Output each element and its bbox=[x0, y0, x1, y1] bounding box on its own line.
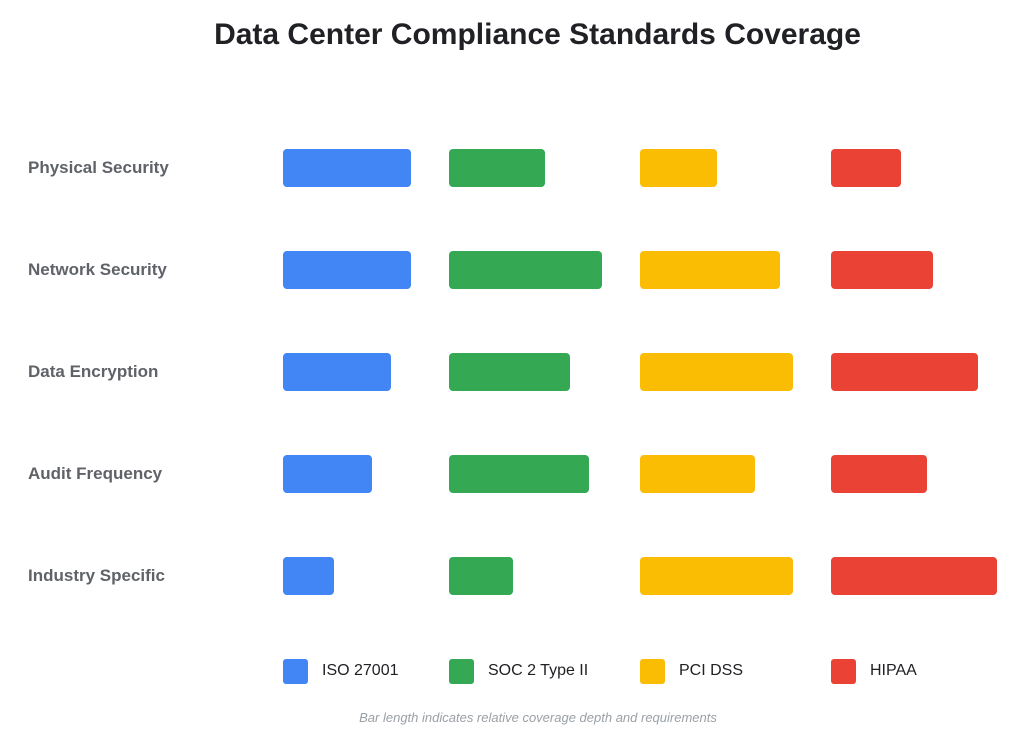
chart-footnote: Bar length indicates relative coverage d… bbox=[359, 710, 717, 725]
chart-title: Data Center Compliance Standards Coverag… bbox=[214, 18, 861, 51]
bar-iso-27001-audit-frequency bbox=[283, 455, 372, 493]
bar-soc-2-type-ii-industry-specific bbox=[449, 557, 513, 595]
legend-swatch bbox=[283, 659, 308, 684]
legend-swatch bbox=[831, 659, 856, 684]
legend-swatch bbox=[449, 659, 474, 684]
bar-hipaa-network-security bbox=[831, 251, 933, 289]
category-label: Physical Security bbox=[28, 158, 169, 177]
bar-hipaa-industry-specific bbox=[831, 557, 997, 595]
bar-pci-dss-network-security bbox=[640, 251, 780, 289]
bar-soc-2-type-ii-audit-frequency bbox=[449, 455, 589, 493]
bar-iso-27001-network-security bbox=[283, 251, 411, 289]
bar-hipaa-audit-frequency bbox=[831, 455, 927, 493]
bar-hipaa-physical-security bbox=[831, 149, 901, 187]
legend-label: PCI DSS bbox=[679, 662, 744, 679]
legend-label: HIPAA bbox=[870, 662, 917, 679]
category-label: Industry Specific bbox=[28, 566, 165, 585]
legend-label: ISO 27001 bbox=[322, 662, 399, 679]
category-label: Data Encryption bbox=[28, 362, 159, 381]
bar-iso-27001-industry-specific bbox=[283, 557, 334, 595]
bar-hipaa-data-encryption bbox=[831, 353, 978, 391]
bar-iso-27001-physical-security bbox=[283, 149, 411, 187]
bar-pci-dss-data-encryption bbox=[640, 353, 793, 391]
bar-pci-dss-audit-frequency bbox=[640, 455, 755, 493]
category-label: Audit Frequency bbox=[28, 464, 163, 483]
bar-pci-dss-physical-security bbox=[640, 149, 717, 187]
legend-label: SOC 2 Type II bbox=[488, 662, 589, 679]
category-label: Network Security bbox=[28, 260, 167, 279]
bar-soc-2-type-ii-physical-security bbox=[449, 149, 545, 187]
bar-iso-27001-data-encryption bbox=[283, 353, 391, 391]
bar-soc-2-type-ii-network-security bbox=[449, 251, 602, 289]
legend-swatch bbox=[640, 659, 665, 684]
bar-soc-2-type-ii-data-encryption bbox=[449, 353, 570, 391]
bar-pci-dss-industry-specific bbox=[640, 557, 793, 595]
